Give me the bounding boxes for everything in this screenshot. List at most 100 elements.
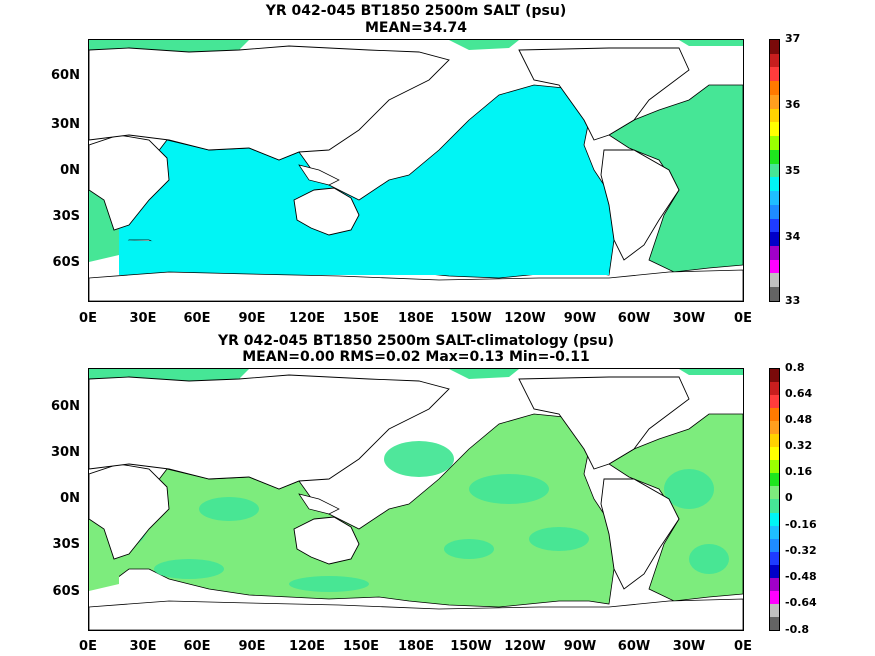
colorbar-segment: [770, 204, 779, 219]
panel1-lat-30s: 30S: [52, 209, 80, 224]
panel2-colorbar-label: 0.8: [785, 361, 805, 374]
panel1-lon-label: 150W: [450, 311, 492, 326]
panel2-lat-30n: 30N: [51, 445, 80, 460]
panel1-colorbar-label: 35: [785, 164, 801, 177]
panel1-lat-60n: 60N: [51, 68, 80, 83]
panel1-subtitle: MEAN=34.74: [364, 20, 468, 36]
colorbar-segment: [770, 177, 779, 192]
panel2-lat-60s: 60S: [52, 584, 80, 599]
panel1-lon-label: 60W: [617, 311, 651, 326]
panel2-lon-label: 90E: [238, 639, 266, 654]
panel2-lat-0n: 0N: [60, 491, 80, 506]
colorbar-segment: [770, 395, 779, 409]
panel2-colorbar-label: -0.48: [785, 570, 817, 583]
colorbar-segment: [770, 473, 779, 487]
panel2-pacific-indian-ocean: [89, 413, 615, 608]
colorbar-segment: [770, 108, 779, 123]
panel2-colorbar-label: 0.64: [785, 387, 813, 400]
colorbar-segment: [770, 369, 779, 383]
panel1-lat-0n: 0N: [60, 163, 80, 178]
panel1-lon-label: 180E: [397, 311, 435, 326]
panel1-eurasia: [89, 45, 450, 161]
panel2-lon-label: 120E: [288, 639, 326, 654]
panel2-colorbar-label: 0: [785, 491, 793, 504]
panel2-lon-label: 150E: [342, 639, 380, 654]
colorbar-segment: [770, 191, 779, 205]
panel2-anomaly-patches: [119, 441, 729, 592]
panel1-arctic: [89, 40, 743, 52]
colorbar-segment: [770, 564, 779, 578]
colorbar-segment: [770, 149, 779, 164]
panel2-colorbar-label: 0.32: [785, 439, 813, 452]
colorbar-segment: [770, 603, 779, 617]
panel1-colorbar-label: 33: [785, 294, 801, 307]
colorbar-segment: [770, 460, 779, 474]
panel2-eurasia: [89, 374, 450, 490]
panel2-lon-label: 180E: [397, 639, 435, 654]
colorbar-segment: [770, 538, 779, 552]
panel2-lon-label: 150W: [450, 639, 492, 654]
colorbar-segment: [770, 408, 779, 422]
colorbar-segment: [770, 512, 779, 526]
panel2-lon-label: 60W: [617, 639, 651, 654]
panel1-lon-label: 90E: [238, 311, 266, 326]
panel1-lon-label: 30W: [672, 311, 706, 326]
panel1-lon-label: 60E: [183, 311, 211, 326]
panel1-lon-label: 0E: [79, 311, 97, 326]
panel2-lon-label: 0E: [79, 639, 97, 654]
panel1-lon-label: 30E: [129, 311, 157, 326]
colorbar-segment: [770, 486, 779, 500]
panel2-antarctica: [89, 598, 743, 630]
panel1-south-america: [600, 149, 680, 261]
colorbar-segment: [770, 122, 779, 137]
colorbar-segment: [770, 259, 779, 274]
colorbar-segment: [770, 94, 779, 109]
panel2-subtitle: MEAN=0.00 RMS=0.02 Max=0.13 Min=-0.11: [242, 349, 590, 365]
colorbar-segment: [770, 551, 779, 565]
panel1-lat-60s: 60S: [52, 255, 80, 270]
colorbar-segment: [770, 577, 779, 591]
colorbar-segment: [770, 616, 779, 630]
panel2-title: YR 042-045 BT1850 2500m SALT-climatology…: [217, 333, 615, 349]
panel2-arctic: [89, 369, 743, 381]
panel2-map: [88, 368, 744, 631]
panel2-lat-30s: 30S: [52, 537, 80, 552]
panel1-lat-30n: 30N: [51, 117, 80, 132]
colorbar-segment: [770, 447, 779, 461]
colorbar-segment: [770, 218, 779, 233]
panel2-lon-label: 30W: [672, 639, 706, 654]
panel2-colorbar: [769, 368, 780, 631]
panel1-antarctica: [89, 269, 743, 301]
colorbar-segment: [770, 246, 779, 260]
panel1-colorbar: [769, 39, 780, 302]
colorbar-segment: [770, 382, 779, 396]
colorbar-segment: [770, 434, 779, 448]
panel1-lon-label: 120W: [504, 311, 546, 326]
panel2-lat-60n: 60N: [51, 399, 80, 414]
panel1-colorbar-label: 36: [785, 98, 801, 111]
colorbar-segment: [770, 590, 779, 604]
panel2-north-america: [518, 376, 690, 470]
panel1-lon-label: 0E: [734, 311, 752, 326]
panel2-south-america: [600, 478, 680, 590]
panel1-lon-label: 150E: [342, 311, 380, 326]
panel2-lon-label: 90W: [563, 639, 597, 654]
panel1-africa: [89, 134, 170, 231]
panel2-lon-label: 60E: [183, 639, 211, 654]
panel1-colorbar-label: 34: [785, 230, 801, 243]
panel2-colorbar-label: 0.48: [785, 413, 813, 426]
panel2-lon-label: 30E: [129, 639, 157, 654]
panel2-indonesia: [298, 493, 340, 515]
colorbar-segment: [770, 53, 779, 68]
panel2-lon-label: 120W: [504, 639, 546, 654]
colorbar-segment: [770, 421, 779, 435]
colorbar-segment: [770, 232, 779, 247]
panel1-map: [88, 39, 744, 302]
colorbar-segment: [770, 287, 779, 301]
panel1-colorbar-label: 37: [785, 32, 801, 45]
colorbar-segment: [770, 136, 779, 150]
colorbar-segment: [770, 81, 779, 95]
panel2-colorbar-label: -0.32: [785, 544, 817, 557]
panel1-pacific-indian-ocean: [89, 84, 615, 279]
colorbar-segment: [770, 499, 779, 513]
